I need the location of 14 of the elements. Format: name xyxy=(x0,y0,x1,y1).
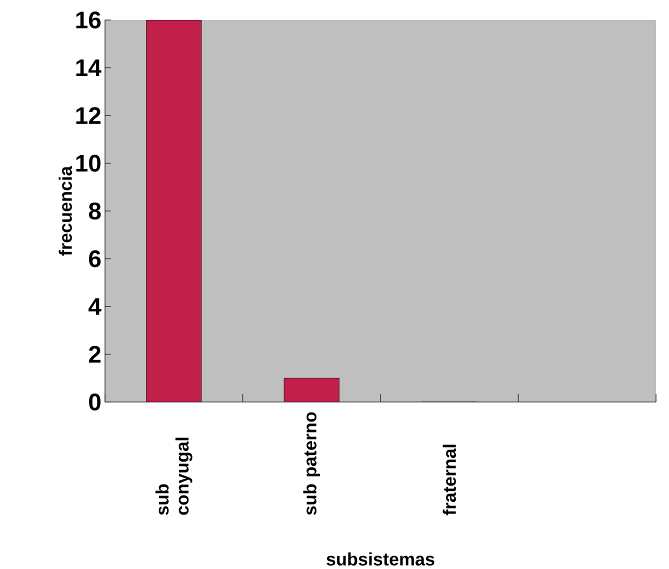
x-tick-label: fraternal xyxy=(442,444,456,516)
x-tick-label: sub paterno xyxy=(303,412,320,515)
y-tick-label: 6 xyxy=(89,250,101,268)
y-tick-label: 2 xyxy=(88,346,101,363)
y-tick-label: 10 xyxy=(76,154,100,172)
y-axis-title: frecuencia xyxy=(58,166,72,256)
y-tick-label: 4 xyxy=(88,298,102,315)
y-tick-label: 0 xyxy=(89,394,100,411)
y-tick-label: 8 xyxy=(88,202,101,220)
x-axis-title: subsistemas xyxy=(326,552,434,566)
y-tick-label: 12 xyxy=(76,107,101,124)
x-tick-label: sub conyugal xyxy=(155,438,192,515)
y-tick-label: 14 xyxy=(76,60,102,76)
y-tick-label: 16 xyxy=(76,12,101,29)
